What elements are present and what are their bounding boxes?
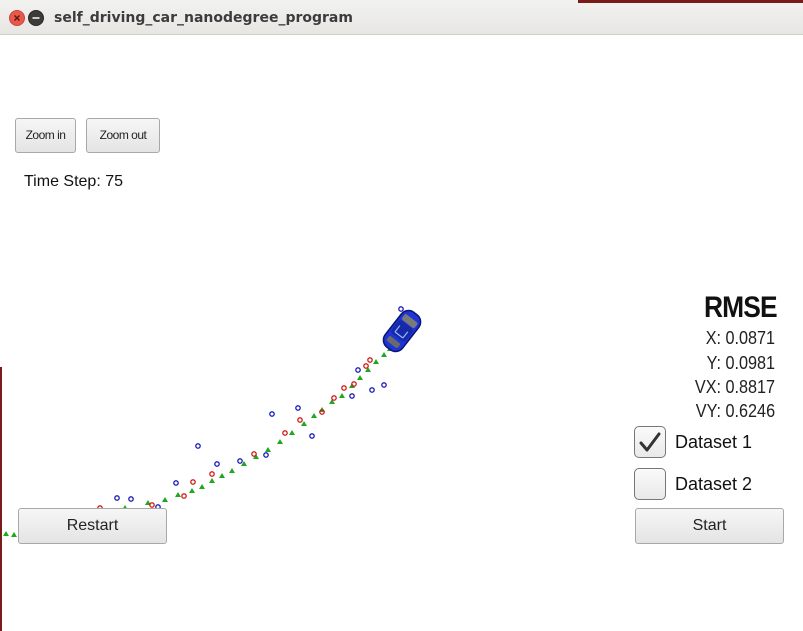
estimate-marker <box>209 478 215 483</box>
radar-marker <box>237 458 243 464</box>
estimate-marker <box>265 447 271 452</box>
radar-marker <box>309 433 315 439</box>
restart-button[interactable]: Restart <box>18 508 167 544</box>
lidar-marker <box>297 417 303 423</box>
lidar-marker <box>367 357 373 363</box>
estimate-marker <box>189 488 195 493</box>
window-close-button[interactable] <box>9 10 25 26</box>
zoom-out-button[interactable]: Zoom out <box>86 118 160 153</box>
rmse-y-value: Y: 0.0981 <box>706 353 775 373</box>
lidar-markers <box>97 357 373 511</box>
estimate-marker <box>329 399 335 404</box>
radar-marker <box>195 443 201 449</box>
close-icon <box>13 14 21 22</box>
car-icon <box>382 309 422 353</box>
estimate-marker <box>199 484 205 489</box>
rmse-title: RMSE <box>704 291 778 324</box>
dataset-2-checkbox[interactable] <box>634 468 666 500</box>
estimate-marker <box>339 393 345 398</box>
estimate-marker <box>3 531 9 536</box>
estimate-marker <box>175 492 181 497</box>
window-titlebar: self_driving_car_nanodegree_program <box>0 0 803 35</box>
radar-marker <box>114 495 120 501</box>
checkmark-icon <box>639 432 661 452</box>
estimate-marker <box>219 473 225 478</box>
estimate-marker <box>381 352 387 357</box>
window-title: self_driving_car_nanodegree_program <box>54 10 353 26</box>
estimate-marker <box>253 454 259 459</box>
titlebar-accent-strip <box>578 0 803 3</box>
radar-marker <box>263 452 269 458</box>
estimate-marker <box>289 430 295 435</box>
time-step-label: Time Step: 75 <box>24 173 124 190</box>
lidar-marker <box>282 430 288 436</box>
radar-marker <box>398 306 404 312</box>
radar-marker <box>349 393 355 399</box>
lidar-marker <box>251 451 257 457</box>
radar-marker <box>269 411 275 417</box>
estimate-marker <box>311 413 317 418</box>
dataset-2-label[interactable]: Dataset 2 <box>675 474 753 494</box>
rmse-vy-value: VY: 0.6246 <box>695 401 775 421</box>
estimate-marker <box>162 497 168 502</box>
radar-marker <box>128 496 134 502</box>
estimate-marker <box>277 439 283 444</box>
radar-marker <box>381 382 387 388</box>
radar-markers <box>114 306 404 510</box>
rmse-x-value: X: 0.0871 <box>705 328 775 348</box>
minimize-icon <box>32 17 40 19</box>
radar-marker <box>355 367 361 373</box>
lidar-marker <box>331 395 337 401</box>
estimate-marker <box>365 367 371 372</box>
estimate-marker <box>373 359 379 364</box>
window-left-edge <box>0 367 2 631</box>
radar-marker <box>214 461 220 467</box>
lidar-marker <box>351 381 357 387</box>
start-button[interactable]: Start <box>635 508 784 544</box>
lidar-marker <box>190 479 196 485</box>
estimate-marker <box>301 421 307 426</box>
estimate-marker <box>11 532 17 537</box>
estimate-marker <box>241 461 247 466</box>
window-minimize-button[interactable] <box>28 10 44 26</box>
estimate-marker <box>229 468 235 473</box>
lidar-marker <box>341 385 347 391</box>
estimate-marker <box>357 375 363 380</box>
zoom-in-button[interactable]: Zoom in <box>15 118 76 153</box>
radar-marker <box>369 387 375 393</box>
radar-marker <box>295 405 301 411</box>
lidar-marker <box>209 471 215 477</box>
lidar-marker <box>319 409 325 415</box>
lidar-marker <box>181 493 187 499</box>
rmse-vx-value: VX: 0.8817 <box>694 377 775 397</box>
dataset-1-checkbox[interactable] <box>634 426 666 458</box>
lidar-marker <box>363 363 369 369</box>
lidar-marker <box>149 502 155 508</box>
dataset-1-label[interactable]: Dataset 1 <box>675 432 753 452</box>
radar-marker <box>173 480 179 486</box>
